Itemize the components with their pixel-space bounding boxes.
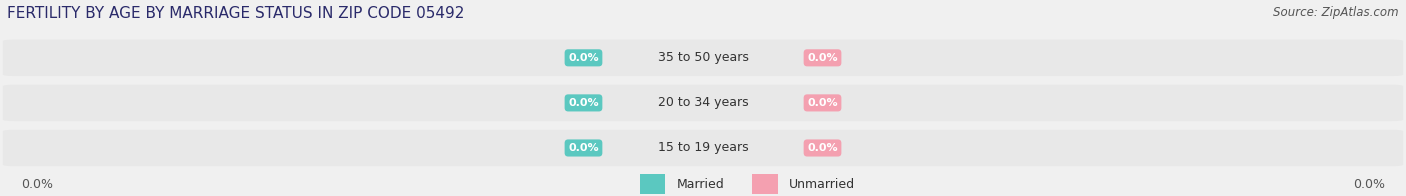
Text: 0.0%: 0.0% — [568, 53, 599, 63]
Text: Unmarried: Unmarried — [789, 178, 855, 191]
Text: 20 to 34 years: 20 to 34 years — [658, 96, 748, 109]
Text: 0.0%: 0.0% — [568, 98, 599, 108]
Text: 35 to 50 years: 35 to 50 years — [658, 51, 748, 64]
Text: 0.0%: 0.0% — [1353, 178, 1385, 191]
Text: 0.0%: 0.0% — [807, 53, 838, 63]
Text: 15 to 19 years: 15 to 19 years — [658, 142, 748, 154]
Text: 0.0%: 0.0% — [568, 143, 599, 153]
Text: 0.0%: 0.0% — [21, 178, 53, 191]
FancyBboxPatch shape — [3, 130, 1403, 166]
FancyBboxPatch shape — [3, 85, 1403, 121]
FancyBboxPatch shape — [640, 174, 665, 194]
Text: Married: Married — [676, 178, 724, 191]
Text: FERTILITY BY AGE BY MARRIAGE STATUS IN ZIP CODE 05492: FERTILITY BY AGE BY MARRIAGE STATUS IN Z… — [7, 6, 464, 21]
FancyBboxPatch shape — [3, 40, 1403, 76]
Text: 0.0%: 0.0% — [807, 98, 838, 108]
FancyBboxPatch shape — [752, 174, 778, 194]
Text: Source: ZipAtlas.com: Source: ZipAtlas.com — [1274, 6, 1399, 19]
Text: 0.0%: 0.0% — [807, 143, 838, 153]
